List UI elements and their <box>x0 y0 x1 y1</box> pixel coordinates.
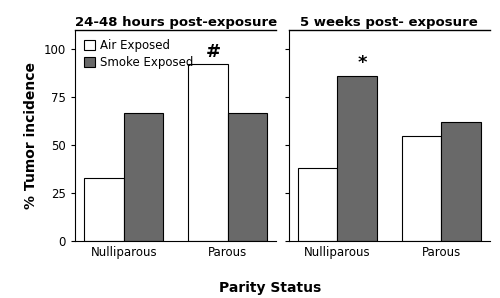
Text: *: * <box>358 54 367 72</box>
Legend: Air Exposed, Smoke Exposed: Air Exposed, Smoke Exposed <box>81 36 196 72</box>
Bar <box>298 168 337 241</box>
Bar <box>84 178 124 241</box>
Text: #: # <box>206 43 221 60</box>
Bar <box>124 113 163 241</box>
Title: 5 weeks post- exposure: 5 weeks post- exposure <box>300 15 478 29</box>
Bar <box>402 136 442 241</box>
Bar <box>442 122 481 241</box>
Y-axis label: % Tumor incidence: % Tumor incidence <box>24 62 38 209</box>
Bar <box>188 64 228 241</box>
Title: 24-48 hours post-exposure: 24-48 hours post-exposure <box>74 15 277 29</box>
Text: Parity Status: Parity Status <box>219 281 321 295</box>
Bar <box>228 113 268 241</box>
Bar <box>337 76 377 241</box>
